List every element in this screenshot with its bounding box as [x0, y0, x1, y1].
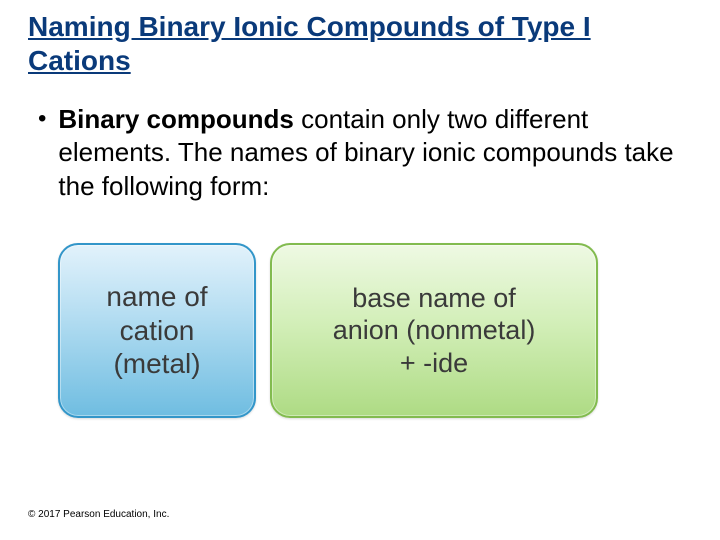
- anion-line-3: + -ide: [400, 347, 468, 379]
- slide: Naming Binary Ionic Compounds of Type I …: [0, 0, 720, 540]
- slide-title: Naming Binary Ionic Compounds of Type I …: [28, 10, 692, 77]
- bullet-text: Binary compounds contain only two differ…: [58, 103, 692, 203]
- bullet-marker: •: [38, 103, 46, 135]
- anion-line-2: anion (nonmetal): [333, 314, 536, 346]
- cation-line-3: (metal): [113, 347, 200, 381]
- bullet-item: • Binary compounds contain only two diff…: [28, 103, 692, 203]
- anion-line-1: base name of: [352, 282, 516, 314]
- cation-line-1: name of: [106, 280, 207, 314]
- bullet-bold-lead: Binary compounds: [58, 104, 293, 134]
- anion-box: base name of anion (nonmetal) + -ide: [270, 243, 598, 418]
- cation-box: name of cation (metal): [58, 243, 256, 418]
- naming-form-boxes: name of cation (metal) base name of anio…: [28, 243, 692, 418]
- cation-line-2: cation: [120, 314, 195, 348]
- copyright-text: © 2017 Pearson Education, Inc.: [28, 509, 169, 520]
